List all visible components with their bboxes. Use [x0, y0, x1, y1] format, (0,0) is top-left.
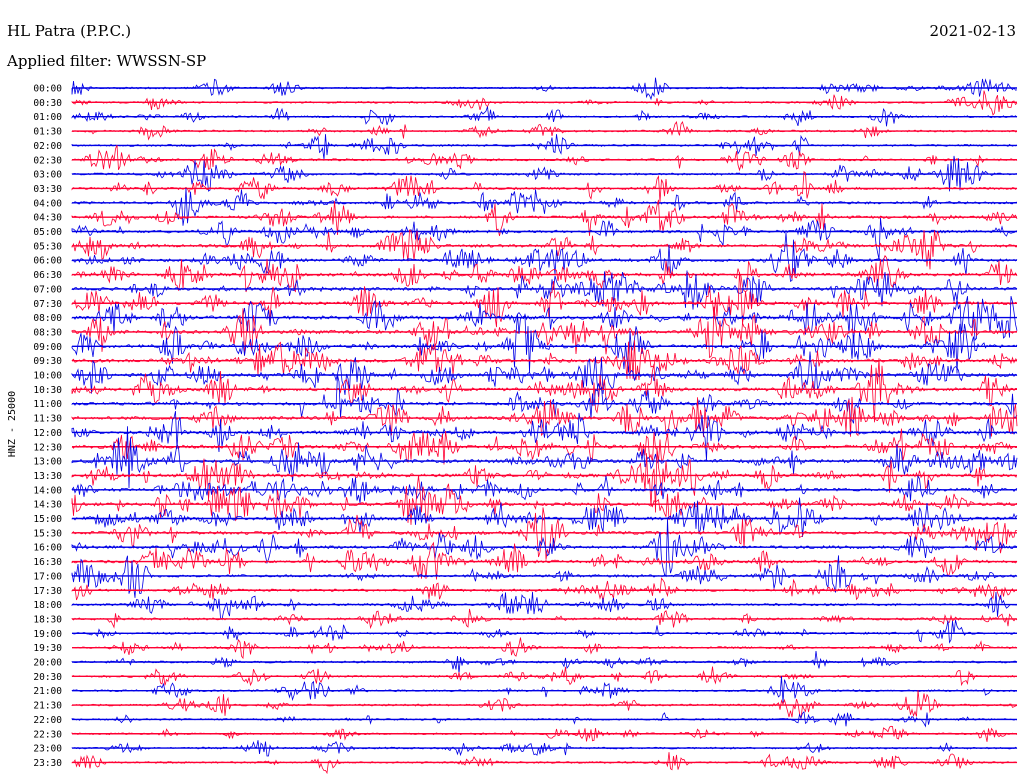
- row-time-label: 09:30: [33, 356, 62, 367]
- row-time-label: 06:30: [33, 270, 62, 281]
- row-time-label: 18:00: [33, 600, 62, 611]
- row-time-label: 17:00: [33, 571, 62, 582]
- trace-line: [71, 217, 1018, 260]
- row-time-label: 02:30: [33, 155, 62, 166]
- row-time-label: 12:30: [33, 442, 62, 453]
- trace-line: [71, 676, 1018, 703]
- trace-line: [71, 619, 1018, 644]
- row-time-label: 05:00: [33, 227, 62, 238]
- row-time-label: 20:00: [33, 658, 62, 669]
- trace-line: [71, 77, 1018, 101]
- row-time-label: 00:00: [33, 84, 62, 95]
- row-time-label: 23:00: [33, 744, 62, 755]
- row-time-label: 16:00: [33, 543, 62, 554]
- trace-line: [71, 374, 1018, 424]
- row-time-label: 15:30: [33, 528, 62, 539]
- row-time-label: 08:30: [33, 327, 62, 338]
- row-time-label: 23:30: [33, 758, 62, 769]
- channel-label: HNZ - 25000: [7, 391, 18, 457]
- row-time-label: 15:00: [33, 514, 62, 525]
- row-time-label: 19:30: [33, 643, 62, 654]
- row-time-label: 20:30: [33, 672, 62, 683]
- row-time-label: 04:00: [33, 198, 62, 209]
- filter-label: Applied filter: WWSSN-SP: [6, 52, 206, 70]
- trace-line: [71, 358, 1017, 423]
- row-time-label: 13:30: [33, 471, 62, 482]
- row-time-label: 11:00: [33, 399, 62, 410]
- trace-line: [71, 396, 1018, 438]
- seismic-traces: [71, 77, 1018, 775]
- trace-line: [71, 144, 1018, 172]
- row-time-label: 02:00: [33, 141, 62, 152]
- row-time-label: 05:30: [33, 241, 62, 252]
- row-time-label: 22:30: [33, 729, 62, 740]
- row-time-label: 17:30: [33, 586, 62, 597]
- row-time-label: 03:00: [33, 170, 62, 181]
- row-time-label: 14:00: [33, 485, 62, 496]
- trace-line: [71, 474, 1018, 503]
- row-time-label: 16:30: [33, 557, 62, 568]
- row-time-label: 14:30: [33, 500, 62, 511]
- row-time-label: 01:00: [33, 112, 62, 123]
- trace-line: [71, 187, 1018, 226]
- row-time-label: 13:00: [33, 457, 62, 468]
- row-time-label: 08:00: [33, 313, 62, 324]
- date-label: 2021-02-13: [930, 22, 1016, 40]
- time-labels: 00:00 00:30 01:00 01:30 02:00 02:30 03:00 03:30…: [33, 84, 62, 769]
- row-time-label: 00:30: [33, 98, 62, 109]
- row-time-label: 18:30: [33, 614, 62, 625]
- row-time-label: 04:30: [33, 213, 62, 224]
- row-time-label: 09:00: [33, 342, 62, 353]
- row-time-label: 21:30: [33, 701, 62, 712]
- station-title: HL Patra (P.P.C.): [7, 22, 131, 40]
- row-time-label: 12:00: [33, 428, 62, 439]
- trace-line: [71, 170, 1018, 203]
- row-time-label: 06:00: [33, 256, 62, 267]
- row-time-label: 01:30: [33, 127, 62, 138]
- row-time-label: 21:00: [33, 686, 62, 697]
- trace-line: [71, 411, 1018, 461]
- trace-line: [71, 314, 1018, 374]
- row-time-label: 07:00: [33, 284, 62, 295]
- trace-line: [71, 199, 1018, 236]
- row-time-label: 11:30: [33, 414, 62, 425]
- row-time-label: 10:00: [33, 371, 62, 382]
- row-time-label: 03:30: [33, 184, 62, 195]
- row-time-label: 22:00: [33, 715, 62, 726]
- row-time-label: 07:30: [33, 299, 62, 310]
- row-time-label: 10:30: [33, 385, 62, 396]
- row-time-label: 19:00: [33, 629, 62, 640]
